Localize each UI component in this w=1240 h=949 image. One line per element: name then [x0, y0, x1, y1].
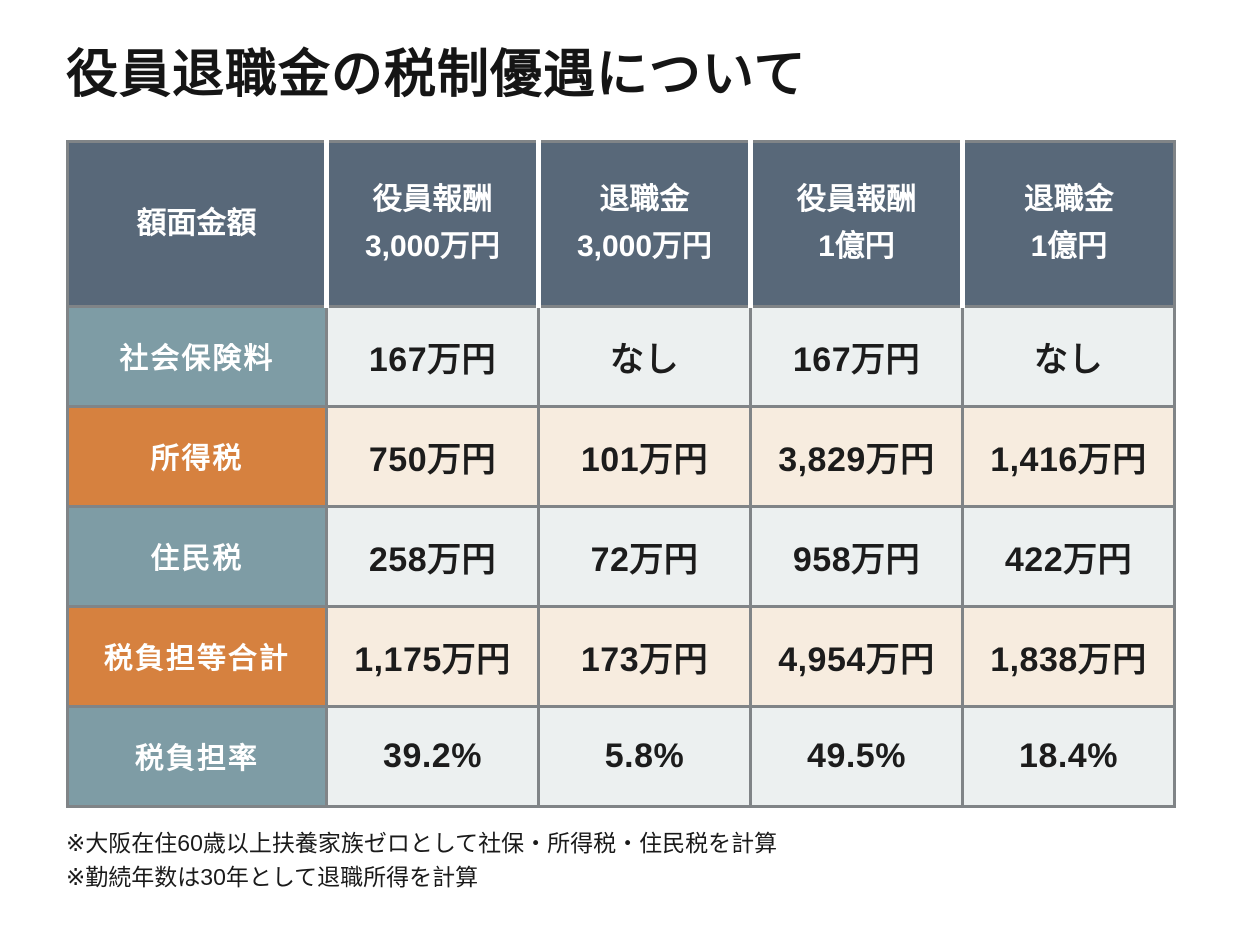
- value-cell: 3,829万円: [749, 404, 964, 508]
- value-cell: 167万円: [749, 304, 964, 408]
- value-cell: 18.4%: [961, 704, 1176, 808]
- value-cell: なし: [961, 304, 1176, 408]
- value-cell: 39.2%: [325, 704, 540, 808]
- column-header-retirement-100m: 退職金 1億円: [960, 139, 1176, 308]
- value-cell: 101万円: [537, 404, 752, 508]
- column-header-exec-pay-100m: 役員報酬 1億円: [748, 139, 965, 308]
- value-cell: 258万円: [325, 504, 540, 608]
- footnotes: ※大阪在住60歳以上扶養家族ゼロとして社保・所得税・住民税を計算 ※勤続年数は3…: [66, 826, 1174, 895]
- header-row: 額面金額 役員報酬 3,000万円 退職金 3,000万円 役員報酬 1億円 退…: [66, 139, 1176, 308]
- row-label: 税負担等合計: [66, 604, 328, 708]
- table-row-income-tax: 所得税 750万円 101万円 3,829万円 1,416万円: [66, 404, 1176, 508]
- value-cell: 173万円: [537, 604, 752, 708]
- table-row-social-insurance: 社会保険料 167万円 なし 167万円 なし: [66, 304, 1176, 408]
- value-cell: 4,954万円: [749, 604, 964, 708]
- footnote-service-years: ※勤続年数は30年として退職所得を計算: [66, 864, 479, 891]
- page: 役員退職金の税制優遇について 額面金額 役員報酬 3,000万円 退職金 3,0…: [66, 46, 1176, 895]
- tax-comparison-table: 額面金額 役員報酬 3,000万円 退職金 3,000万円 役員報酬 1億円 退…: [66, 139, 1176, 808]
- column-header-retirement-30m: 退職金 3,000万円: [536, 139, 753, 308]
- column-header-face-value: 額面金額: [66, 139, 329, 308]
- table-row-resident-tax: 住民税 258万円 72万円 958万円 422万円: [66, 504, 1176, 608]
- column-header-exec-pay-30m: 役員報酬 3,000万円: [324, 139, 541, 308]
- value-cell: なし: [537, 304, 752, 408]
- value-cell: 958万円: [749, 504, 964, 608]
- page-title: 役員退職金の税制優遇について: [66, 46, 807, 104]
- table-row-tax-burden-rate: 税負担率 39.2% 5.8% 49.5% 18.4%: [66, 704, 1176, 808]
- value-cell: 1,416万円: [961, 404, 1176, 508]
- table-header: 額面金額 役員報酬 3,000万円 退職金 3,000万円 役員報酬 1億円 退…: [66, 139, 1176, 308]
- row-label: 所得税: [66, 404, 328, 508]
- footnote-calculation-basis: ※大阪在住60歳以上扶養家族ゼロとして社保・所得税・住民税を計算: [66, 829, 778, 856]
- value-cell: 5.8%: [537, 704, 752, 808]
- value-cell: 1,838万円: [961, 604, 1176, 708]
- value-cell: 1,175万円: [325, 604, 540, 708]
- value-cell: 167万円: [325, 304, 540, 408]
- value-cell: 49.5%: [749, 704, 964, 808]
- value-cell: 750万円: [325, 404, 540, 508]
- value-cell: 422万円: [961, 504, 1176, 608]
- value-cell: 72万円: [537, 504, 752, 608]
- row-label: 社会保険料: [66, 304, 328, 408]
- row-label: 税負担率: [66, 704, 328, 808]
- row-label: 住民税: [66, 504, 328, 608]
- table-row-total-tax-burden: 税負担等合計 1,175万円 173万円 4,954万円 1,838万円: [66, 604, 1176, 708]
